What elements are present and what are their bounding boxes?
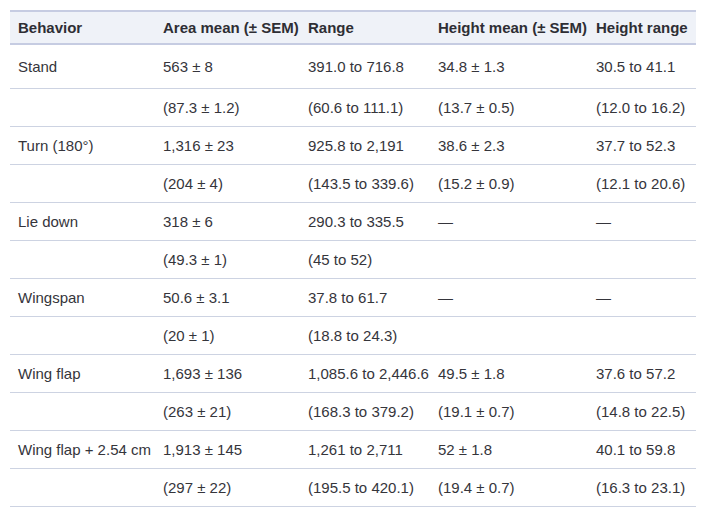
table-cell: 49.5 ± 1.8	[430, 354, 588, 392]
table-cell: (19.1 ± 0.7)	[430, 392, 588, 430]
table-cell: (18.8 to 24.3)	[300, 316, 430, 354]
table-cell: (143.5 to 339.6)	[300, 164, 430, 202]
table-cell: (13.7 ± 0.5)	[430, 88, 588, 126]
table-body: Stand563 ± 8391.0 to 716.834.8 ± 1.330.5…	[10, 44, 696, 506]
table-cell	[10, 316, 155, 354]
table-row: (49.3 ± 1)(45 to 52)	[10, 240, 696, 278]
table-cell: Wingspan	[10, 278, 155, 316]
table-cell	[430, 240, 588, 278]
table-cell: 1,693 ± 136	[155, 354, 300, 392]
table-cell: (168.3 to 379.2)	[300, 392, 430, 430]
table-cell: Turn (180°)	[10, 126, 155, 164]
table-cell: (12.1 to 20.6)	[588, 164, 696, 202]
table-cell	[10, 164, 155, 202]
table-cell: (15.2 ± 0.9)	[430, 164, 588, 202]
table-row: (263 ± 21)(168.3 to 379.2)(19.1 ± 0.7)(1…	[10, 392, 696, 430]
table-cell: (16.3 to 23.1)	[588, 468, 696, 506]
column-header-height-mean: Height mean (± SEM)	[430, 11, 588, 44]
table-cell: (19.4 ± 0.7)	[430, 468, 588, 506]
table-cell: 1,913 ± 145	[155, 430, 300, 468]
table-cell: Wing flap + 2.54 cm	[10, 430, 155, 468]
table-cell: (14.8 to 22.5)	[588, 392, 696, 430]
table-cell: 40.1 to 59.8	[588, 430, 696, 468]
table-cell: 1,085.6 to 2,446.6	[300, 354, 430, 392]
table-cell: 50.6 ± 3.1	[155, 278, 300, 316]
table-row: (20 ± 1)(18.8 to 24.3)	[10, 316, 696, 354]
table-cell	[10, 392, 155, 430]
table-row: (297 ± 22)(195.5 to 420.1)(19.4 ± 0.7)(1…	[10, 468, 696, 506]
table-cell: (49.3 ± 1)	[155, 240, 300, 278]
table-cell: (263 ± 21)	[155, 392, 300, 430]
table-cell: (297 ± 22)	[155, 468, 300, 506]
column-header-height-range: Height range	[588, 11, 696, 44]
table-cell: 30.5 to 41.1	[588, 44, 696, 88]
table-cell: 391.0 to 716.8	[300, 44, 430, 88]
table-cell	[588, 316, 696, 354]
table-cell: 37.7 to 52.3	[588, 126, 696, 164]
table-row: (204 ± 4)(143.5 to 339.6)(15.2 ± 0.9)(12…	[10, 164, 696, 202]
table-row: Wing flap + 2.54 cm1,913 ± 1451,261 to 2…	[10, 430, 696, 468]
table-cell: 1,316 ± 23	[155, 126, 300, 164]
table-cell: Lie down	[10, 202, 155, 240]
behavior-measurements-table: Behavior Area mean (± SEM) Range Height …	[10, 10, 696, 507]
column-header-behavior: Behavior	[10, 11, 155, 44]
table-cell: Stand	[10, 44, 155, 88]
table-cell: 34.8 ± 1.3	[430, 44, 588, 88]
table-cell: (204 ± 4)	[155, 164, 300, 202]
table-row: Wing flap1,693 ± 1361,085.6 to 2,446.649…	[10, 354, 696, 392]
table-cell	[10, 240, 155, 278]
table-cell: 52 ± 1.8	[430, 430, 588, 468]
table-cell: 925.8 to 2,191	[300, 126, 430, 164]
table-cell	[10, 88, 155, 126]
table-row: Lie down318 ± 6290.3 to 335.5——	[10, 202, 696, 240]
behavior-measurements-table-container: Behavior Area mean (± SEM) Range Height …	[10, 10, 696, 507]
table-cell: 37.6 to 57.2	[588, 354, 696, 392]
table-cell: —	[588, 278, 696, 316]
table-cell: (87.3 ± 1.2)	[155, 88, 300, 126]
table-cell: Wing flap	[10, 354, 155, 392]
column-header-area-mean: Area mean (± SEM)	[155, 11, 300, 44]
table-cell: (12.0 to 16.2)	[588, 88, 696, 126]
table-row: Stand563 ± 8391.0 to 716.834.8 ± 1.330.5…	[10, 44, 696, 88]
table-cell: (60.6 to 111.1)	[300, 88, 430, 126]
table-header-row: Behavior Area mean (± SEM) Range Height …	[10, 11, 696, 44]
table-cell: 318 ± 6	[155, 202, 300, 240]
table-cell: —	[588, 202, 696, 240]
column-header-range: Range	[300, 11, 430, 44]
table-row: Turn (180°)1,316 ± 23925.8 to 2,19138.6 …	[10, 126, 696, 164]
table-cell: 37.8 to 61.7	[300, 278, 430, 316]
table-cell: (45 to 52)	[300, 240, 430, 278]
table-cell	[588, 240, 696, 278]
table-cell: 38.6 ± 2.3	[430, 126, 588, 164]
table-cell: 290.3 to 335.5	[300, 202, 430, 240]
table-row: (87.3 ± 1.2)(60.6 to 111.1)(13.7 ± 0.5)(…	[10, 88, 696, 126]
table-cell: (195.5 to 420.1)	[300, 468, 430, 506]
table-cell: 563 ± 8	[155, 44, 300, 88]
table-cell: —	[430, 202, 588, 240]
table-cell	[10, 468, 155, 506]
table-row: Wingspan50.6 ± 3.137.8 to 61.7——	[10, 278, 696, 316]
table-cell	[430, 316, 588, 354]
table-cell: —	[430, 278, 588, 316]
table-cell: 1,261 to 2,711	[300, 430, 430, 468]
table-header: Behavior Area mean (± SEM) Range Height …	[10, 11, 696, 44]
table-cell: (20 ± 1)	[155, 316, 300, 354]
